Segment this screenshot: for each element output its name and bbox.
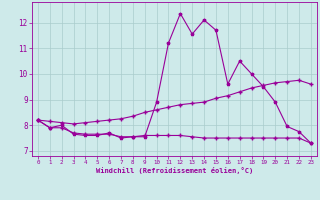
X-axis label: Windchill (Refroidissement éolien,°C): Windchill (Refroidissement éolien,°C) xyxy=(96,167,253,174)
